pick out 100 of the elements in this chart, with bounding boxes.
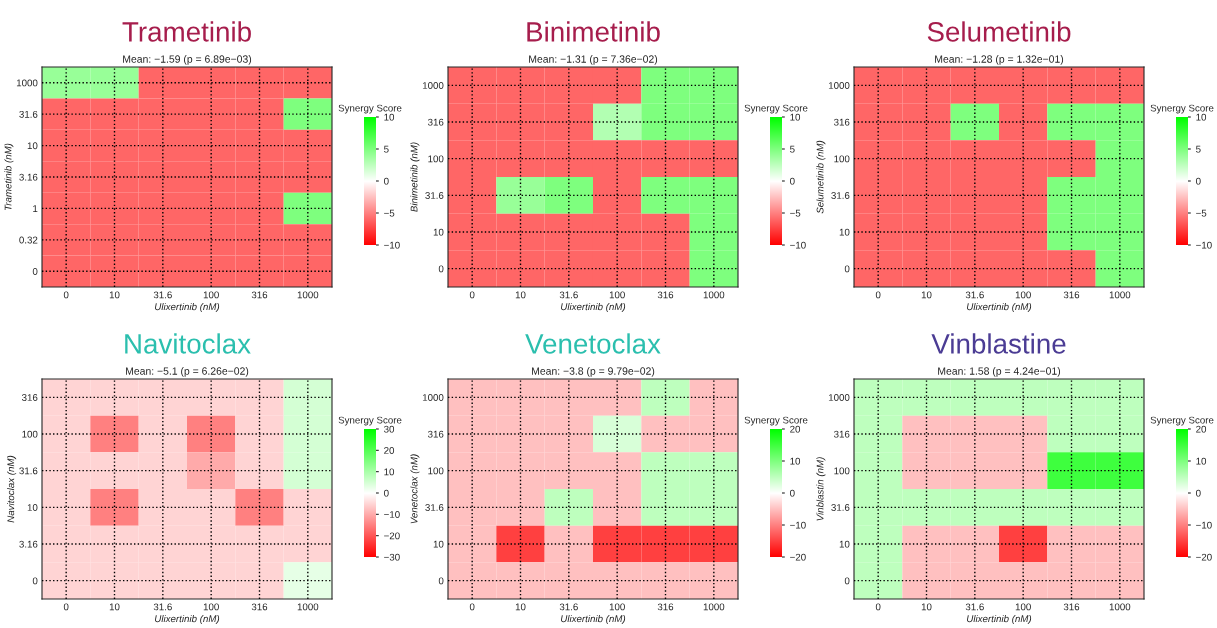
- y-axis-title: Vinblastin (nM): [816, 457, 826, 521]
- color-bar-label: −5: [1196, 209, 1207, 217]
- chart-subtitle: Mean: −1.59 (p = 6.89e−03): [123, 55, 252, 65]
- chart-title: Selumetinib: [927, 21, 1071, 42]
- x-axis-title: Ulixertinib (nM): [155, 303, 220, 313]
- x-tick-label: 10: [515, 603, 526, 611]
- y-tick-label: 31.6: [831, 192, 850, 199]
- color-bar-label: −10: [790, 521, 806, 529]
- y-tick-label: 1000: [422, 82, 444, 89]
- x-tick-label: 0: [875, 291, 881, 299]
- y-axis-title: Selumetinib (nM): [816, 140, 826, 214]
- color-bar-title: Synergy Score: [338, 416, 402, 426]
- color-bar-label: 10: [384, 468, 395, 476]
- color-bar-label: −10: [1196, 521, 1212, 529]
- color-bar-label: 10: [790, 457, 801, 465]
- color-bar-title: Synergy Score: [338, 104, 402, 114]
- x-tick-label: 316: [1063, 291, 1080, 299]
- y-tick-label: 316: [427, 118, 444, 126]
- chart-subtitle: Mean: −1.28 (p = 1.32e−01): [935, 55, 1064, 65]
- color-bar-label: −20: [1196, 553, 1212, 561]
- x-tick-label: 10: [921, 603, 932, 611]
- color-bar-label: −10: [1196, 241, 1212, 249]
- x-tick-label: 316: [657, 603, 674, 611]
- color-bar-label: 10: [1196, 457, 1207, 465]
- y-tick-label: 0: [32, 268, 38, 275]
- y-tick-label: 1000: [16, 79, 38, 87]
- x-tick-label: 1000: [297, 603, 319, 611]
- x-axis-title: Ulixertinib (nM): [967, 615, 1032, 625]
- y-tick-label: 1000: [422, 394, 444, 401]
- color-bar-label: 5: [790, 145, 795, 153]
- color-bar-label: 10: [790, 113, 801, 121]
- color-bar-label: 0: [790, 177, 795, 185]
- x-tick-label: 100: [609, 603, 625, 611]
- x-tick-label: 0: [469, 291, 475, 299]
- color-bar-title: Synergy Score: [1150, 104, 1214, 114]
- x-tick-label: 1000: [703, 603, 725, 611]
- color-bar-label: 20: [790, 425, 801, 433]
- y-tick-label: 0: [844, 265, 850, 273]
- y-tick-label: 10: [839, 228, 850, 236]
- x-tick-label: 316: [251, 603, 268, 611]
- color-bar-label: 0: [790, 489, 795, 497]
- x-tick-label: 1000: [703, 291, 725, 299]
- color-bar-label: 0: [384, 489, 389, 497]
- x-tick-label: 316: [251, 291, 268, 299]
- color-bar-label: 5: [384, 145, 389, 153]
- y-tick-label: 31.6: [19, 467, 38, 475]
- y-tick-label: 0: [438, 265, 444, 273]
- x-axis-title: Ulixertinib (nM): [155, 615, 220, 625]
- x-tick-label: 10: [515, 291, 526, 299]
- color-bar-label: −5: [790, 209, 801, 217]
- color-bar-title: Synergy Score: [744, 416, 808, 426]
- x-tick-label: 31.6: [153, 291, 172, 299]
- x-tick-label: 316: [657, 291, 674, 299]
- y-tick-label: 3.16: [19, 173, 38, 181]
- y-tick-label: 0.32: [19, 236, 38, 244]
- chart-title: Binimetinib: [527, 21, 660, 42]
- y-axis-title: Trametinib (nM): [4, 143, 14, 211]
- color-bar-label: −10: [790, 241, 806, 249]
- y-tick-label: 1: [33, 205, 38, 212]
- y-tick-label: 100: [834, 155, 850, 163]
- x-tick-label: 31.6: [153, 603, 172, 611]
- x-tick-label: 31.6: [965, 291, 984, 299]
- color-bar-label: 0: [1196, 489, 1201, 497]
- x-tick-label: 10: [921, 291, 932, 299]
- x-tick-label: 31.6: [965, 603, 984, 611]
- y-tick-label: 31.6: [425, 504, 444, 511]
- y-tick-label: 1000: [828, 82, 850, 89]
- y-tick-label: 316: [833, 430, 850, 438]
- x-tick-label: 10: [109, 291, 120, 299]
- x-tick-label: 1000: [297, 291, 319, 299]
- color-bar-label: 5: [1196, 145, 1201, 153]
- y-tick-label: 316: [833, 118, 850, 126]
- chart-title: Vinblastine: [931, 333, 1066, 354]
- chart-subtitle: Mean: −1.31 (p = 7.36e−02): [529, 55, 658, 65]
- y-tick-label: 316: [21, 394, 38, 401]
- y-tick-label: 0: [438, 577, 444, 585]
- chart-subtitle: Mean: −5.1 (p = 6.26e−02): [126, 367, 249, 377]
- color-bar-label: 10: [384, 113, 395, 121]
- chart-subtitle: Mean: 1.58 (p = 4.24e−01): [938, 367, 1061, 377]
- y-tick-label: 0: [32, 577, 38, 585]
- y-tick-label: 100: [428, 155, 444, 163]
- y-tick-label: 31.6: [425, 192, 444, 199]
- chart-title: Trametinib: [122, 21, 251, 42]
- y-tick-label: 3.16: [19, 540, 38, 548]
- y-tick-label: 100: [428, 467, 444, 475]
- color-bar-title: Synergy Score: [1150, 416, 1214, 426]
- y-tick-label: 316: [427, 430, 444, 438]
- y-axis-title: Venetoclax (nM): [410, 454, 420, 524]
- x-tick-label: 100: [609, 291, 625, 299]
- x-tick-label: 1000: [1109, 603, 1131, 611]
- color-bar-label: −10: [384, 511, 400, 518]
- x-tick-label: 10: [109, 603, 120, 611]
- color-bar-label: −20: [790, 553, 806, 561]
- y-tick-label: 10: [433, 540, 444, 548]
- color-bar-label: −10: [384, 241, 400, 249]
- y-tick-label: 10: [433, 228, 444, 236]
- x-tick-label: 100: [203, 603, 219, 611]
- x-tick-label: 100: [1015, 603, 1031, 611]
- color-bar-label: 20: [1196, 425, 1207, 433]
- y-tick-label: 10: [839, 540, 850, 548]
